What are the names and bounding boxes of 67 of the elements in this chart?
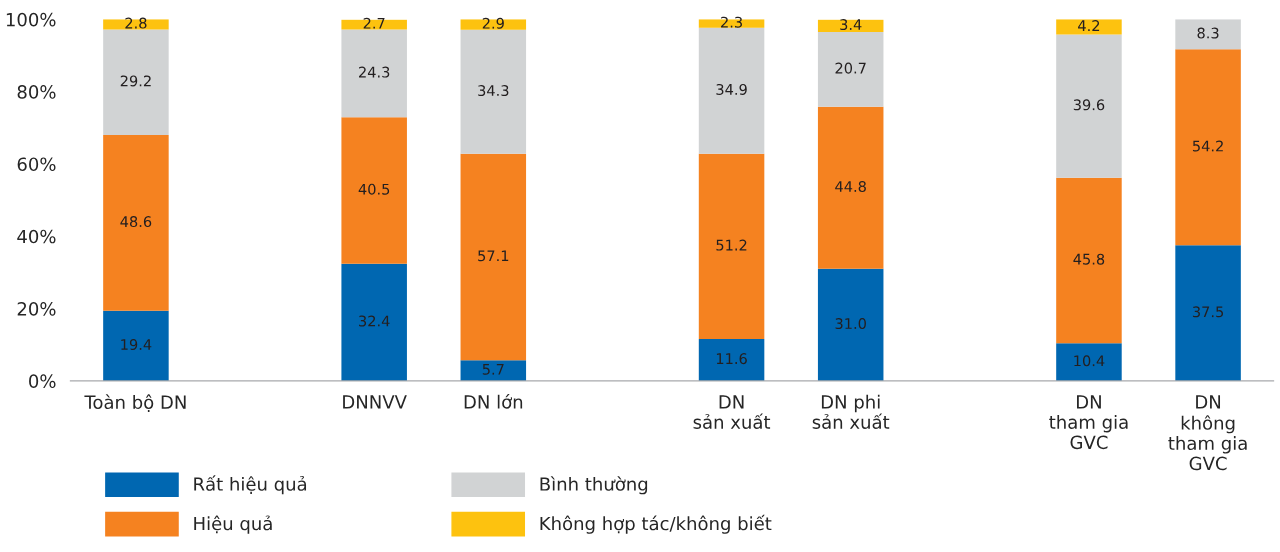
x-tick-label: DNNVV <box>343 395 407 409</box>
bar <box>460 360 527 381</box>
data-label: 24.3 <box>359 66 390 78</box>
bar <box>698 338 765 381</box>
y-tick-label: 80% <box>17 85 56 99</box>
bar <box>341 263 407 381</box>
data-label: 2.3 <box>721 16 742 28</box>
data-label: 20.7 <box>835 62 866 74</box>
data-label: 39.6 <box>1073 99 1105 111</box>
bar <box>341 117 407 264</box>
x-tick-label: DN tham gia GVC <box>1049 395 1128 450</box>
bar <box>1056 177 1122 344</box>
bar <box>817 268 884 381</box>
y-tick-label: 60% <box>17 157 56 172</box>
legend-label: Bình thường <box>540 476 648 495</box>
x-tick-label: DN phi sản xuất <box>812 394 890 429</box>
bar <box>698 153 765 339</box>
legend-label: Hiệu quả <box>194 515 272 534</box>
data-label: 48.6 <box>120 216 152 228</box>
data-label: 40.5 <box>358 183 390 195</box>
bar <box>1175 245 1241 381</box>
data-label: 29.2 <box>120 75 151 87</box>
data-label: 4.2 <box>1078 20 1100 31</box>
data-label: 51.2 <box>716 239 747 251</box>
bar <box>698 27 765 154</box>
data-label: 57.1 <box>478 250 509 262</box>
data-label: 54.2 <box>1192 140 1223 152</box>
bar <box>817 19 884 32</box>
bar <box>1175 19 1241 50</box>
y-tick-label: 20% <box>17 302 56 316</box>
bar <box>460 153 527 361</box>
legend-label: Rất hiệu quả <box>194 475 307 495</box>
bar <box>1056 343 1122 381</box>
data-label: 19.4 <box>121 339 152 351</box>
bar <box>817 31 884 107</box>
x-tick-label: DN lớn <box>464 394 523 409</box>
y-tick-label: 0% <box>29 374 56 388</box>
data-label: 8.3 <box>1197 27 1219 39</box>
data-label: 31.0 <box>835 318 866 330</box>
x-tick-label: DN sản xuất <box>693 395 771 429</box>
bar <box>103 29 169 136</box>
data-label: 34.9 <box>716 83 747 95</box>
data-label: 5.7 <box>482 363 504 375</box>
data-label: 10.4 <box>1074 355 1105 367</box>
x-tick-label: Toàn bộ DN <box>84 394 186 413</box>
y-tick-label: 40% <box>17 229 56 244</box>
data-label: 45.8 <box>1073 253 1105 265</box>
data-label: 37.5 <box>1192 306 1224 318</box>
bar <box>341 29 407 118</box>
bar <box>1056 19 1122 35</box>
bar <box>460 29 527 154</box>
data-label: 34.3 <box>478 85 509 97</box>
bar <box>1175 49 1241 246</box>
data-label: 2.9 <box>482 17 504 29</box>
legend-label: Không hợp tác/không biết <box>540 514 772 534</box>
bar <box>103 135 169 311</box>
bar <box>1056 34 1122 178</box>
x-tick-label: DN không tham gia GVC <box>1168 395 1247 471</box>
data-label: 2.8 <box>125 17 147 29</box>
y-tick-label: 100% <box>6 12 56 27</box>
data-label: 44.8 <box>835 181 866 193</box>
data-label: 3.4 <box>840 19 862 31</box>
bar <box>103 310 169 381</box>
data-label: 11.6 <box>716 353 747 365</box>
bar <box>817 106 884 269</box>
data-label: 32.4 <box>359 315 390 327</box>
data-label: 2.7 <box>363 17 385 29</box>
